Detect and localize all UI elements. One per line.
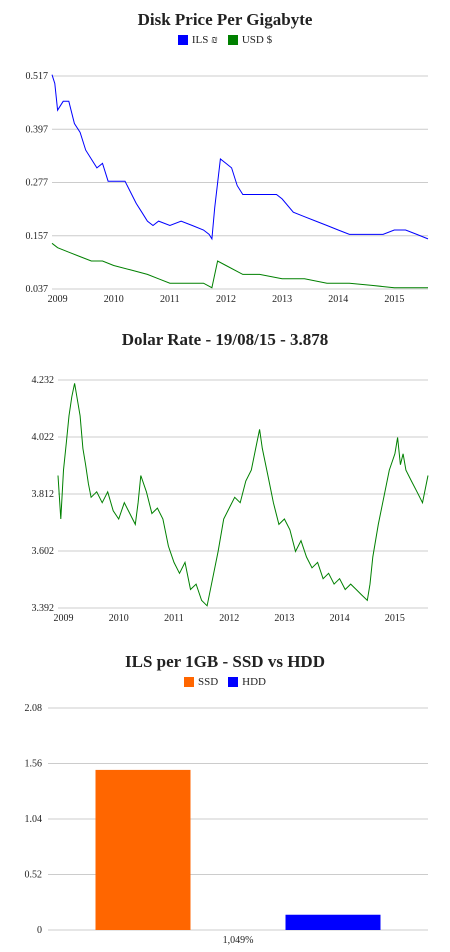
chart-legend: SSD HDD [0,676,450,688]
chart-legend: ILS ₪ USD $ [0,34,450,46]
disk-price-chart: Disk Price Per Gigabyte ILS ₪ USD $ 0.51… [0,0,450,310]
legend-swatch-ssd [183,677,194,687]
y-tick-label: 0.037 [26,284,49,295]
legend-item-hdd: HDD [228,676,266,688]
legend-item-ssd: SSD [183,676,219,688]
x-tick-label: 2012 [216,294,236,305]
y-tick-label: 2.08 [25,703,43,714]
series-line-0 [51,74,429,241]
legend-label-hdd: HDD [242,676,267,688]
chart-title: Dolar Rate - 19/08/15 - 3.878 [121,330,329,349]
x-tick-label: 2013 [272,294,292,305]
bar-ssd [95,769,191,930]
chart-title: ILS per 1GB - SSD vs HDD [125,652,325,671]
y-tick-label: 4.022 [32,432,55,443]
y-tick-label: 1.56 [25,759,43,770]
legend-item-ils: ILS ₪ [177,34,218,46]
y-tick-label: 4.232 [32,375,55,386]
x-tick-label: 2009 [54,613,74,624]
y-tick-label: 3.812 [32,489,55,500]
legend-label-ssd: SSD [197,676,219,688]
y-tick-label: 0 [37,925,42,936]
y-tick-label: 0.277 [26,178,49,189]
y-tick-label: 0.52 [25,870,43,881]
x-tick-label: 2012 [219,613,239,624]
x-tick-label: 2010 [104,294,124,305]
chart-title: Disk Price Per Gigabyte [137,10,313,29]
legend-swatch-ils [177,35,188,45]
x-category-label: 1,049% [223,935,254,946]
legend-label-usd: USD $ [241,34,273,46]
x-tick-label: 2009 [48,294,68,305]
y-tick-label: 3.392 [32,603,55,614]
ssd-vs-hdd-chart: ILS per 1GB - SSD vs HDD SSD HDD 2.08 1.5… [0,642,450,952]
x-tick-label: 2011 [160,294,180,305]
ssd-vs-hdd-plot: 2.08 1.56 1.04 0.52 0 1,049% [25,703,428,946]
legend-swatch-hdd [228,677,239,687]
x-tick-label: 2015 [384,294,404,305]
legend-label-ils: ILS ₪ [191,34,218,46]
bar-hdd [285,914,381,930]
y-tick-label: 1.04 [25,814,43,825]
y-tick-label: 3.602 [32,546,55,557]
x-tick-label: 2014 [330,613,350,624]
legend-item-usd: USD $ [227,34,273,46]
legend-swatch-usd [227,35,238,45]
dollar-rate-chart: Dolar Rate - 19/08/15 - 3.878 4.232 4.022… [0,320,450,635]
y-tick-label: 0.397 [26,124,49,135]
y-tick-label: 0.157 [26,231,49,242]
series-line-1 [51,242,428,289]
y-tick-label: 0.517 [26,71,49,82]
x-tick-label: 2014 [328,294,348,305]
x-tick-label: 2010 [109,613,129,624]
x-tick-label: 2011 [164,613,184,624]
x-tick-label: 2015 [385,613,405,624]
x-tick-label: 2013 [274,613,294,624]
series-line-0 [57,383,429,607]
